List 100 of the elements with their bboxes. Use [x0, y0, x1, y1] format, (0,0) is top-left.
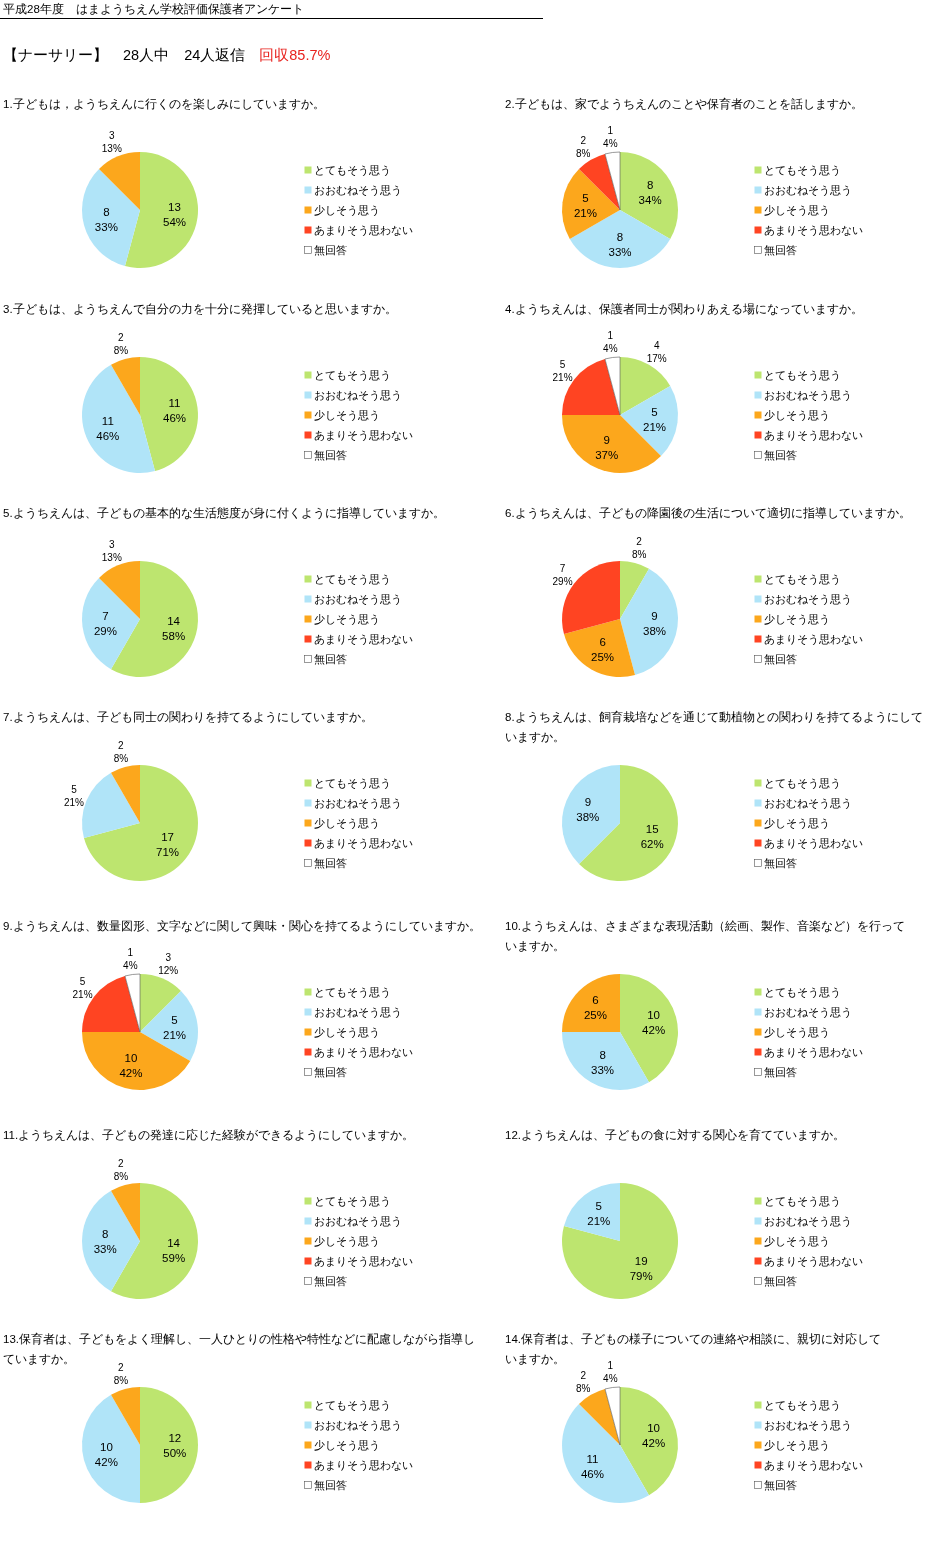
legend-label: 少しそう思う: [764, 1026, 830, 1039]
data-label: 4 17%: [646, 339, 667, 364]
data-label: 19 79%: [629, 1255, 653, 1283]
legend-label: 無回答: [314, 244, 347, 256]
data-label: 5 21%: [642, 406, 667, 434]
data-label: 2 8%: [576, 134, 591, 159]
legend-label: おおむねそう思う: [314, 1419, 402, 1432]
data-label: 11 46%: [162, 396, 187, 424]
legend-label: 無回答: [764, 1479, 797, 1491]
data-label: 5 21%: [573, 191, 598, 219]
chart-title: 3.子どもは、ようちえんで自分の力を十分に発揮していると思いますか。: [3, 303, 397, 316]
data-label: 5 21%: [162, 1013, 187, 1041]
chart-title: 6.ようちえんは、子どもの降園後の生活について適切に指導していますか。: [505, 506, 911, 520]
data-label: 6 25%: [591, 635, 615, 663]
legend-label: 無回答: [314, 449, 347, 461]
text: 回収85.7%: [259, 47, 331, 63]
data-label: 5 21%: [72, 975, 93, 1000]
legend-label: あまりそう思わない: [314, 837, 413, 850]
text: 平成28年度 はまようちえん学校評価保護者アンケート: [3, 2, 304, 16]
legend-label: 無回答: [314, 1275, 347, 1287]
legend-label: おおむねそう思う: [314, 389, 402, 402]
data-label: 11 46%: [580, 1452, 604, 1480]
data-label: 9 37%: [595, 433, 619, 461]
chart-title: 10.ようちえんは、さまざまな表現活動（絵画、製作、音楽など）を行っていますか。: [505, 919, 905, 953]
data-label: 8 33%: [93, 1227, 117, 1255]
data-label: 2 8%: [631, 535, 647, 560]
legend-label: 少しそう思う: [314, 613, 380, 626]
legend-label: 少しそう思う: [314, 1235, 380, 1248]
legend-label: とてもそう思う: [764, 1195, 841, 1208]
legend-label: とてもそう思う: [314, 573, 391, 586]
chart-title: 9.ようちえんは、数量図形、文字などに関して興味・関心を持てるようにしていますか。: [3, 919, 481, 933]
data-label: 10 42%: [94, 1440, 118, 1468]
legend-label: おおむねそう思う: [764, 797, 852, 810]
data-label: 10 42%: [119, 1052, 143, 1080]
legend-label: 少しそう思う: [764, 613, 830, 626]
chart-title: 12.ようちえんは、子どもの食に対する関心を育てていますか。: [505, 1128, 845, 1142]
data-label: 3 13%: [101, 538, 122, 563]
data-label: 5 21%: [587, 1199, 611, 1227]
legend-label: 無回答: [764, 653, 797, 665]
legend-label: 少しそう思う: [314, 1026, 380, 1039]
legend-label: 無回答: [764, 449, 797, 461]
legend-label: おおむねそう思う: [764, 1215, 852, 1228]
data-label: 17 71%: [156, 830, 180, 858]
text: 【ナーサリー】 28人中 24人返信: [3, 47, 246, 63]
data-label: 8 33%: [591, 1048, 615, 1076]
legend-label: おおむねそう思う: [764, 593, 852, 606]
legend-label: おおむねそう思う: [314, 797, 402, 810]
data-label: 6 25%: [583, 993, 607, 1021]
chart-title: 8.ようちえんは、飼育栽培などを通じて動植物との関わりを持てるようにしていますか。: [505, 710, 923, 744]
legend-label: おおむねそう思う: [764, 389, 852, 402]
data-label: 2 8%: [113, 739, 129, 764]
legend-label: とてもそう思う: [314, 1399, 391, 1412]
data-label: 12 50%: [163, 1431, 187, 1459]
legend-label: とてもそう思う: [314, 369, 391, 382]
legend-label: あまりそう思わない: [314, 224, 413, 237]
data-label: 13 54%: [162, 201, 187, 229]
data-label: 1 4%: [603, 329, 618, 354]
legend-label: あまりそう思わない: [764, 429, 863, 442]
legend-label: 無回答: [764, 244, 797, 256]
legend-label: とてもそう思う: [764, 986, 841, 999]
legend-label: とてもそう思う: [764, 369, 841, 382]
legend-label: あまりそう思わない: [764, 837, 863, 850]
legend-label: あまりそう思わない: [764, 1459, 863, 1472]
data-label: 14 59%: [162, 1236, 186, 1264]
legend-label: 少しそう思う: [314, 409, 380, 422]
chart-title: 1.子どもは，ようちえんに行くのを楽しみにしていますか。: [3, 98, 325, 111]
data-label: 5 21%: [63, 783, 85, 808]
data-label: 1 4%: [603, 1359, 618, 1384]
data-label: 7 29%: [552, 562, 573, 587]
data-label: 9 38%: [576, 796, 600, 824]
legend-label: あまりそう思わない: [314, 429, 413, 442]
data-label: 10 42%: [642, 1009, 666, 1037]
data-label: 9 38%: [642, 610, 667, 638]
data-label: 5 21%: [552, 358, 573, 383]
legend-label: あまりそう思わない: [314, 1046, 413, 1059]
data-label: 2 8%: [113, 331, 129, 356]
data-label: 11 46%: [96, 414, 120, 442]
chart-title: 2.子どもは、家でようちえんのことや保育者のことを話しますか。: [505, 97, 863, 111]
data-label: 8 33%: [94, 205, 118, 233]
chart-title: 4.ようちえんは、保護者同士が関わりあえる場になっていますか。: [505, 303, 863, 316]
legend-label: 無回答: [314, 1479, 347, 1491]
legend-label: おおむねそう思う: [764, 184, 852, 197]
data-label: 8 33%: [608, 231, 632, 259]
legend-label: 少しそう思う: [314, 817, 380, 830]
legend-label: 無回答: [314, 653, 347, 665]
legend-label: 無回答: [764, 857, 797, 869]
data-label: 2 8%: [113, 1157, 129, 1182]
legend-label: あまりそう思わない: [764, 224, 863, 237]
data-label: 3 13%: [101, 129, 122, 154]
legend-label: とてもそう思う: [314, 986, 391, 999]
legend-label: おおむねそう思う: [764, 1419, 852, 1432]
data-label: 15 62%: [640, 822, 664, 850]
legend-label: あまりそう思わない: [314, 1459, 413, 1472]
data-label: 2 8%: [113, 1361, 129, 1386]
legend-label: とてもそう思う: [764, 573, 841, 586]
legend-label: 無回答: [764, 1275, 797, 1287]
data-label: 3 12%: [158, 951, 179, 976]
legend-label: あまりそう思わない: [764, 1046, 863, 1059]
legend-label: おおむねそう思う: [314, 184, 402, 197]
data-label: 1 4%: [123, 946, 138, 971]
